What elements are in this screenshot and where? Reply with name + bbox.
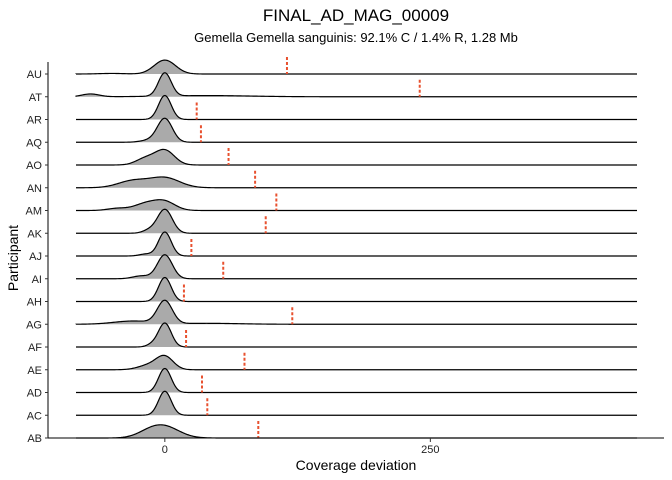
y-tick-label-AF: AF	[28, 342, 42, 354]
y-tick-label-AG: AG	[26, 319, 42, 331]
ridge-fill-AD	[76, 368, 637, 393]
axes-layer	[47, 62, 664, 439]
y-tick-label-AD: AD	[27, 388, 42, 400]
ridge-line-AT	[75, 72, 637, 98]
ridge-line-AM	[76, 199, 637, 212]
ridge-fill-AG	[76, 300, 637, 325]
ridge-line-AC	[76, 390, 637, 416]
y-tick-label-AJ: AJ	[29, 251, 42, 263]
y-tick-label-AQ: AQ	[26, 137, 42, 149]
y-tick-label-AB: AB	[27, 433, 42, 445]
ridge-fill-AF	[76, 323, 637, 347]
y-tick-label-AU: AU	[27, 69, 42, 81]
ridge-line-AK	[76, 208, 637, 234]
ridge-fill-AR	[76, 95, 637, 120]
ridge-fill-AT	[76, 72, 637, 97]
x-tick-label-0: 0	[162, 444, 168, 456]
x-tick-label-250: 250	[421, 444, 439, 456]
ridge-line-AQ	[76, 117, 637, 143]
ridge-line-AE	[76, 354, 637, 371]
chart-subtitle: Gemella Gemella sanguinis: 92.1% C / 1.4…	[194, 30, 518, 45]
ridge-line-AH	[76, 276, 637, 303]
y-tick-label-AK: AK	[27, 228, 42, 240]
y-axis-title: Participant	[5, 225, 21, 291]
ridge-line-AF	[76, 322, 637, 348]
y-tick-label-AT: AT	[29, 92, 43, 104]
ridge-fill-AO	[76, 149, 637, 165]
y-tick-label-AN: AN	[27, 183, 42, 195]
markers-layer	[182, 57, 421, 438]
ridge-fill-AE	[76, 355, 637, 370]
ridge-line-AO	[76, 148, 637, 166]
ridge-fill-AN	[76, 176, 637, 188]
ridge-line-AD	[76, 367, 637, 394]
ridge-fill-AM	[76, 199, 637, 211]
ridge-line-AJ	[76, 231, 637, 257]
ridge-fill-AJ	[76, 232, 637, 256]
ridge-line-AU	[75, 59, 637, 75]
y-ticks: AU AT AR AQ AO AN AM AK AJ AI AH AG AF AE AD AC AB	[26, 69, 48, 445]
y-tick-label-AO: AO	[26, 160, 42, 172]
x-ticks: 0 250	[162, 438, 440, 456]
ridge-fill-AC	[76, 391, 637, 416]
ridge-fill-AH	[76, 277, 637, 302]
y-tick-label-AE: AE	[27, 365, 42, 377]
ridge-line-AI	[76, 254, 637, 280]
chart-title: FINAL_AD_MAG_00009	[263, 6, 449, 25]
y-tick-label-AC: AC	[27, 410, 42, 422]
ridge-line-AG	[75, 299, 637, 325]
ridge-line-AN	[75, 176, 637, 189]
ridge-fill-AU	[76, 60, 637, 74]
y-tick-label-AR: AR	[27, 115, 42, 127]
ridge-line-AR	[76, 94, 637, 121]
ridges-layer	[75, 59, 637, 439]
y-tick-label-AI: AI	[32, 274, 42, 286]
y-tick-label-AM: AM	[26, 206, 43, 218]
x-axis-title: Coverage deviation	[296, 457, 417, 473]
y-tick-label-AH: AH	[27, 297, 42, 309]
ridge-fill-AB	[76, 424, 637, 438]
